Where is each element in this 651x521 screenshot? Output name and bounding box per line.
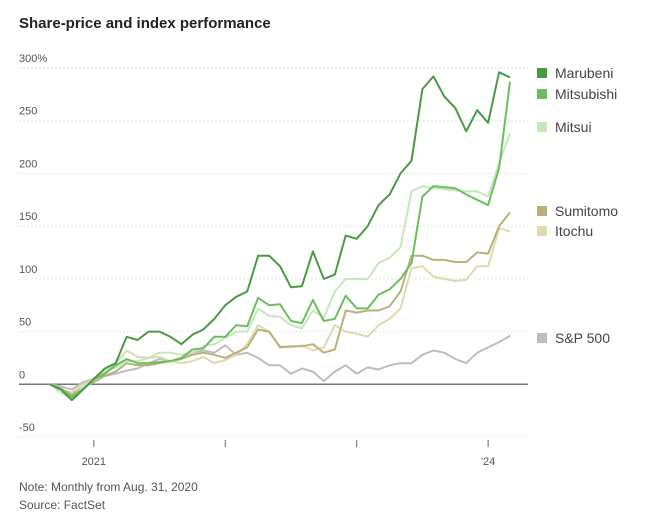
y-tick-labels: -50 0 50 100 150 200 250 300% — [19, 53, 47, 434]
y-tick-label: 100 — [19, 264, 37, 276]
y-tick-label: 250 — [19, 106, 37, 118]
series-line-sumitomo — [49, 211, 511, 396]
chart-title: Share-price and index performance — [19, 15, 271, 32]
legend-label: Marubeni — [555, 65, 613, 81]
legend-label: Mitsui — [555, 119, 592, 135]
legend-swatch — [537, 226, 547, 236]
gridlines — [19, 67, 528, 438]
x-tick-label: 2021 — [82, 456, 106, 468]
x-axis: 2021 '24 — [82, 440, 495, 468]
y-tick-label: -50 — [19, 422, 35, 434]
legend-swatch — [537, 68, 547, 78]
legend-swatch — [537, 122, 547, 132]
legend-label: Mitsubishi — [555, 86, 617, 102]
x-tick-label: '24 — [481, 456, 495, 468]
series-line-marubeni — [49, 71, 511, 402]
legend-label: S&P 500 — [555, 330, 610, 346]
legend-label: Itochu — [555, 223, 593, 239]
y-tick-label: 0 — [19, 369, 25, 381]
y-tick-label: 300% — [19, 53, 47, 65]
legend-swatch — [537, 206, 547, 216]
series-line-mitsui — [49, 133, 511, 400]
series-line-s-p-500 — [49, 334, 511, 391]
chart-note: Note: Monthly from Aug. 31, 2020 — [19, 480, 198, 494]
legend-swatch — [537, 89, 547, 99]
legend-label: Sumitomo — [555, 203, 618, 219]
series-line-mitsubishi — [49, 81, 511, 398]
y-tick-label: 50 — [19, 317, 31, 329]
y-tick-label: 200 — [19, 158, 37, 170]
series-lines — [49, 71, 511, 402]
chart-source: Source: FactSet — [19, 498, 106, 512]
legend: Marubeni Mitsubishi Mitsui Sumitomo Itochu S&… — [537, 65, 618, 346]
legend-swatch — [537, 333, 547, 343]
y-tick-label: 150 — [19, 211, 37, 223]
